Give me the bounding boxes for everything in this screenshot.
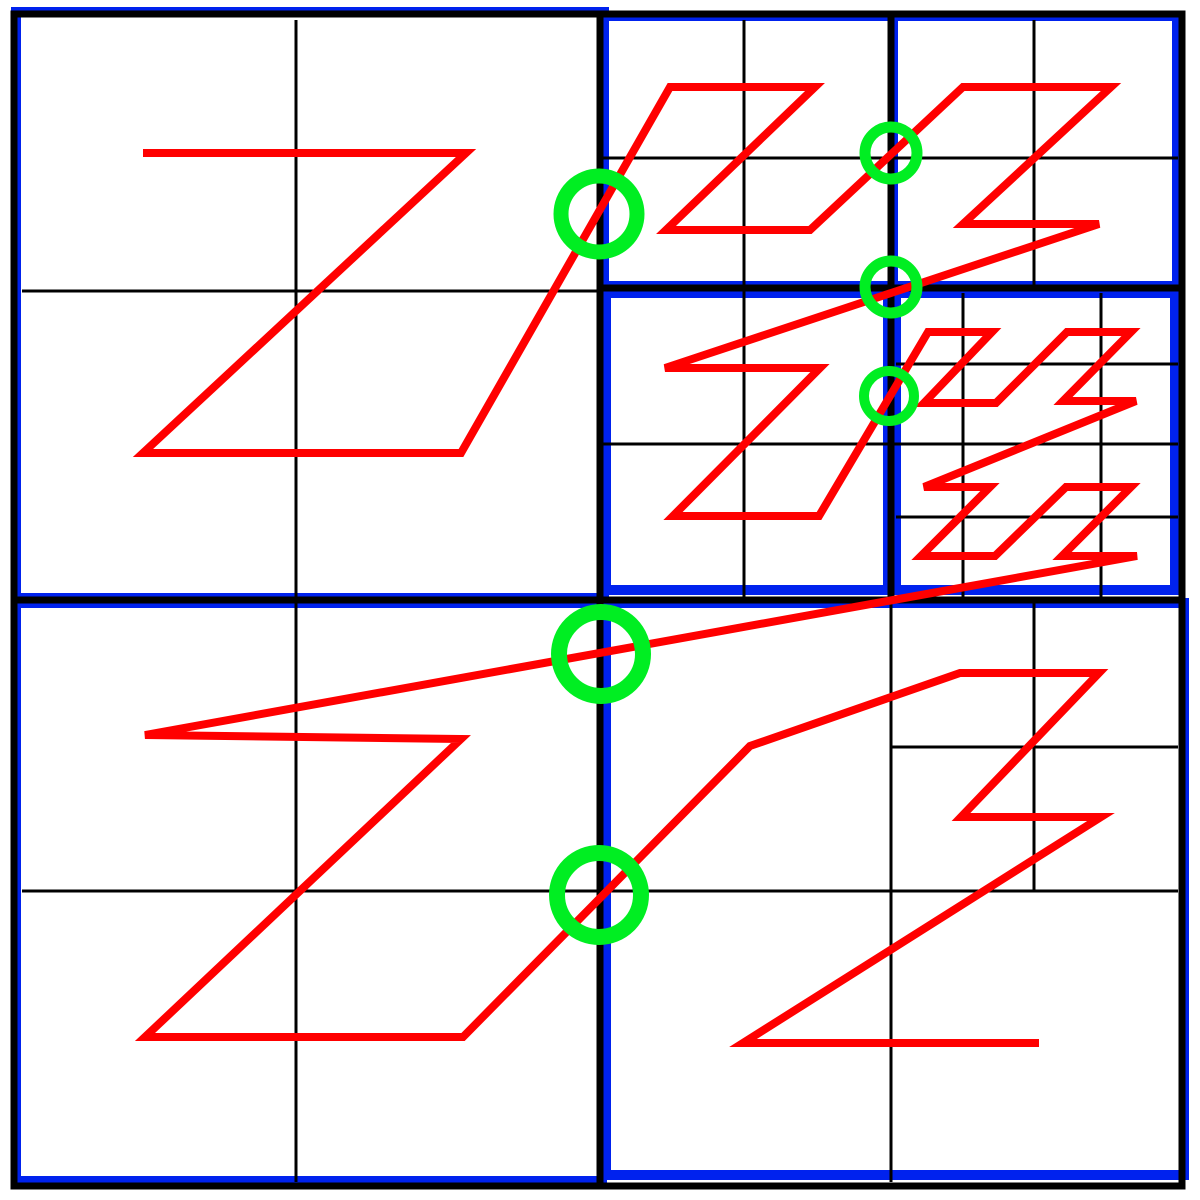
z-order-curve [132,83,1141,1047]
crossing-marker [549,845,649,945]
outer-frame [10,10,1186,1190]
crossing-marker [859,366,919,426]
crossing-marker [553,168,645,260]
crossing-marker [859,255,923,319]
crossing-markers [549,121,923,945]
crossing-marker [859,121,923,185]
block-border-top-right-br [891,288,1180,595]
crossing-marker [551,604,651,704]
